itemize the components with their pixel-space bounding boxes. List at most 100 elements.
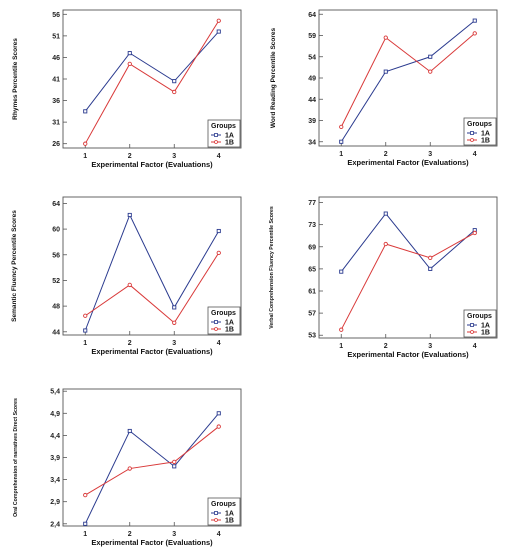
- series-line-1B: [340, 232, 475, 330]
- y-tick-label: 39: [308, 118, 316, 125]
- y-tick-label: 64: [308, 12, 316, 19]
- x-axis-label: Experimental Factor (Evaluations): [91, 160, 213, 169]
- y-tick-label: 41: [52, 77, 60, 84]
- x-tick-label: 4: [217, 340, 221, 347]
- x-tick-label: 1: [339, 343, 343, 350]
- x-tick-label: 3: [428, 343, 432, 350]
- data-point-1B: [472, 31, 477, 36]
- y-tick-label: 60: [52, 227, 60, 234]
- plot-frame: [318, 196, 498, 339]
- y-axis-label: Word Reading Percentile Scores: [270, 27, 277, 128]
- legend-box: [463, 117, 497, 146]
- y-tick-label: 3,4: [50, 477, 60, 484]
- y-tick-label: 26: [52, 141, 60, 148]
- series-line-1A: [340, 212, 476, 272]
- y-tick-label: 44: [308, 97, 316, 104]
- series-line-1A: [340, 20, 476, 143]
- data-point-1A: [83, 328, 88, 333]
- data-point-1B: [127, 61, 132, 67]
- x-tick-label: 2: [128, 340, 132, 347]
- y-tick-label: 61: [308, 289, 316, 296]
- y-tick-label: 4,9: [50, 411, 60, 418]
- x-axis-label: Experimental Factor (Evaluations): [91, 347, 213, 356]
- y-tick-label: 53: [308, 333, 316, 340]
- legend-entry-1A: 1A: [481, 131, 490, 138]
- y-tick-label: 59: [308, 33, 316, 40]
- y-axis-label: Semantic Fluency Percentile Scores: [11, 210, 18, 322]
- y-tick-label: 44: [52, 329, 60, 336]
- series-line-1B: [84, 426, 220, 496]
- data-point-1B: [428, 255, 433, 260]
- x-tick-label: 4: [217, 531, 221, 538]
- y-tick-label: 4,4: [50, 433, 60, 440]
- x-axis-label: Experimental Factor (Evaluations): [91, 538, 213, 547]
- data-point-1A: [127, 428, 132, 434]
- data-point-1A: [216, 228, 221, 234]
- legend-title: Groups: [467, 121, 492, 128]
- x-tick-label: 2: [128, 531, 132, 538]
- data-point-1B: [216, 18, 221, 23]
- legend-marker-1A: [214, 320, 218, 324]
- y-tick-label: 52: [52, 278, 60, 285]
- data-point-1B: [127, 466, 132, 471]
- data-point-1A: [428, 54, 433, 59]
- x-tick-label: 2: [384, 151, 388, 158]
- y-tick-label: 64: [52, 201, 60, 208]
- series-line-1A: [84, 213, 220, 331]
- plot-frame: [62, 196, 242, 336]
- data-point-1B: [172, 459, 177, 465]
- legend-marker-1B: [470, 330, 474, 334]
- y-tick-label: 36: [52, 98, 60, 105]
- y-tick-label: 2,9: [50, 499, 60, 506]
- data-point-1A: [127, 212, 132, 218]
- legend-entry-1B: 1B: [481, 138, 490, 145]
- data-point-1B: [172, 320, 177, 325]
- y-axis-label: Oral Comprehension of narratives Direct …: [13, 398, 19, 517]
- x-tick-label: 1: [83, 153, 87, 160]
- y-tick-label: 77: [308, 200, 316, 207]
- legend-marker-1A: [214, 133, 218, 137]
- x-tick-label: 1: [339, 151, 343, 158]
- data-point-1A: [216, 29, 221, 34]
- y-tick-label: 56: [52, 252, 60, 259]
- data-point-1B: [83, 313, 88, 318]
- y-tick-label: 54: [308, 54, 316, 61]
- legend-marker-1A: [470, 131, 474, 135]
- data-point-1A: [83, 521, 88, 526]
- x-tick-label: 4: [473, 151, 477, 158]
- data-point-1B: [428, 69, 433, 74]
- data-point-1A: [83, 109, 88, 114]
- legend-marker-1A: [214, 511, 218, 515]
- data-point-1A: [172, 79, 177, 84]
- series-line-1A: [84, 31, 220, 112]
- y-axis-label: Rhymes Percentile Scores: [12, 38, 19, 120]
- data-point-1B: [339, 327, 344, 332]
- data-point-1A: [127, 51, 132, 56]
- y-tick-label: 57: [308, 311, 316, 318]
- data-point-1A: [428, 266, 433, 271]
- legend-entry-1B: 1B: [225, 327, 234, 334]
- data-point-1B: [383, 35, 388, 40]
- x-tick-label: 4: [473, 343, 477, 350]
- x-tick-label: 2: [128, 153, 132, 160]
- data-point-1B: [339, 124, 344, 130]
- data-point-1A: [172, 305, 177, 310]
- y-tick-label: 34: [308, 139, 316, 146]
- legend-title: Groups: [211, 501, 236, 508]
- legend-marker-1B: [470, 138, 474, 142]
- data-point-1B: [83, 492, 88, 498]
- data-point-1B: [383, 241, 388, 247]
- data-point-1B: [172, 89, 177, 95]
- data-point-1A: [339, 269, 344, 274]
- legend-entry-1B: 1B: [481, 330, 490, 337]
- series-line-1B: [84, 252, 220, 324]
- x-tick-label: 4: [217, 153, 221, 160]
- data-point-1A: [383, 211, 388, 216]
- x-tick-label: 3: [428, 151, 432, 158]
